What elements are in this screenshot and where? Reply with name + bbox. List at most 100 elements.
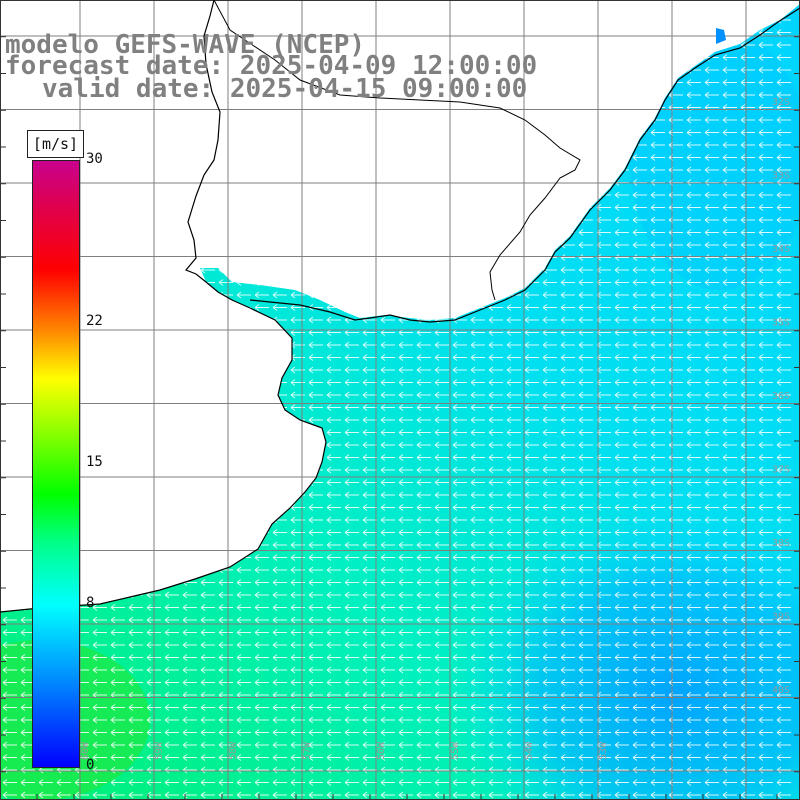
wind-arrow bbox=[614, 641, 629, 649]
wind-arrow bbox=[542, 316, 557, 324]
wind-arrow bbox=[380, 641, 395, 649]
wind-arrow bbox=[740, 554, 755, 561]
wind-arrow bbox=[560, 416, 575, 424]
wind-arrow bbox=[740, 404, 755, 411]
wind-arrow bbox=[614, 441, 629, 449]
wind-arrow bbox=[92, 366, 107, 374]
wind-arrow bbox=[524, 129, 539, 136]
wind-arrow bbox=[578, 641, 593, 649]
wind-arrow bbox=[632, 541, 647, 549]
wind-arrow bbox=[578, 729, 593, 736]
wind-arrow bbox=[452, 679, 467, 686]
wind-arrow bbox=[578, 191, 593, 199]
wind-arrow bbox=[254, 416, 269, 424]
wind-arrow bbox=[524, 791, 539, 799]
wind-arrow bbox=[488, 654, 503, 661]
wind-arrow bbox=[272, 529, 287, 536]
wind-arrow bbox=[434, 429, 449, 436]
wind-arrow bbox=[614, 141, 629, 149]
wind-arrow bbox=[326, 341, 341, 349]
wind-arrow bbox=[272, 279, 287, 286]
wind-arrow bbox=[398, 654, 413, 661]
wind-arrow bbox=[290, 229, 305, 236]
wind-arrow bbox=[218, 129, 233, 136]
wind-arrow bbox=[434, 654, 449, 661]
wind-arrow bbox=[290, 454, 305, 461]
wind-arrow bbox=[524, 341, 539, 349]
wind-arrow bbox=[614, 504, 629, 511]
wind-arrow bbox=[542, 629, 557, 636]
wind-arrow bbox=[308, 116, 323, 124]
wind-arrow bbox=[362, 479, 377, 486]
wind-arrow bbox=[110, 429, 125, 436]
wind-arrow bbox=[776, 729, 791, 736]
wind-arrow bbox=[56, 16, 71, 24]
wind-arrow bbox=[362, 429, 377, 436]
wind-arrow bbox=[614, 541, 629, 549]
wind-arrow bbox=[686, 266, 701, 274]
wind-arrow bbox=[236, 704, 251, 711]
wind-arrow bbox=[110, 316, 125, 324]
wind-arrow bbox=[578, 779, 593, 786]
wind-arrow bbox=[740, 341, 755, 349]
wind-arrow bbox=[308, 266, 323, 274]
wind-arrow bbox=[704, 454, 719, 461]
wind-arrow bbox=[128, 229, 143, 236]
wind-arrow bbox=[578, 266, 593, 274]
wind-arrow bbox=[650, 479, 665, 486]
wind-arrow bbox=[92, 279, 107, 286]
wind-arrow bbox=[614, 279, 629, 286]
wind-arrow bbox=[632, 591, 647, 599]
wind-arrow bbox=[380, 729, 395, 736]
wind-arrow bbox=[128, 366, 143, 374]
wind-arrow bbox=[614, 341, 629, 349]
wind-arrow bbox=[326, 279, 341, 286]
wind-arrow bbox=[470, 479, 485, 486]
wind-arrow bbox=[380, 204, 395, 211]
wind-arrow bbox=[740, 191, 755, 199]
wind-arrow bbox=[182, 354, 197, 361]
wind-arrow bbox=[272, 504, 287, 511]
wind-arrow bbox=[470, 341, 485, 349]
wind-arrow bbox=[308, 504, 323, 511]
wind-arrow bbox=[362, 729, 377, 736]
wind-arrow bbox=[614, 741, 629, 749]
wind-arrow bbox=[164, 454, 179, 461]
wind-arrow bbox=[542, 29, 557, 36]
wind-arrow bbox=[200, 141, 215, 149]
wind-arrow bbox=[506, 266, 521, 274]
wind-arrow bbox=[200, 629, 215, 636]
wind-arrow bbox=[578, 241, 593, 249]
wind-arrow bbox=[164, 591, 179, 599]
wind-arrow bbox=[632, 304, 647, 311]
wind-arrow bbox=[272, 754, 287, 761]
wind-arrow bbox=[722, 641, 737, 649]
wind-arrow bbox=[20, 791, 35, 799]
wind-arrow bbox=[686, 191, 701, 199]
wind-arrow bbox=[110, 754, 125, 761]
wind-arrow bbox=[362, 341, 377, 349]
wind-arrow bbox=[362, 441, 377, 449]
wind-arrow bbox=[92, 266, 107, 274]
wind-arrow bbox=[434, 679, 449, 686]
wind-arrow bbox=[308, 541, 323, 549]
wind-arrow bbox=[452, 579, 467, 586]
wind-arrow bbox=[470, 604, 485, 611]
wind-arrow bbox=[326, 541, 341, 549]
wind-arrow bbox=[524, 491, 539, 499]
wind-arrow bbox=[560, 491, 575, 499]
wind-arrow bbox=[308, 379, 323, 386]
wind-arrow bbox=[164, 216, 179, 224]
wind-arrow bbox=[578, 679, 593, 686]
wind-arrow bbox=[542, 354, 557, 361]
wind-arrow bbox=[614, 91, 629, 99]
wind-arrow bbox=[272, 666, 287, 674]
wind-arrow bbox=[236, 741, 251, 749]
wind-arrow bbox=[632, 491, 647, 499]
wind-arrow bbox=[632, 554, 647, 561]
wind-arrow bbox=[632, 341, 647, 349]
wind-arrow bbox=[92, 166, 107, 174]
wind-arrow bbox=[290, 704, 305, 711]
wind-arrow bbox=[578, 404, 593, 411]
